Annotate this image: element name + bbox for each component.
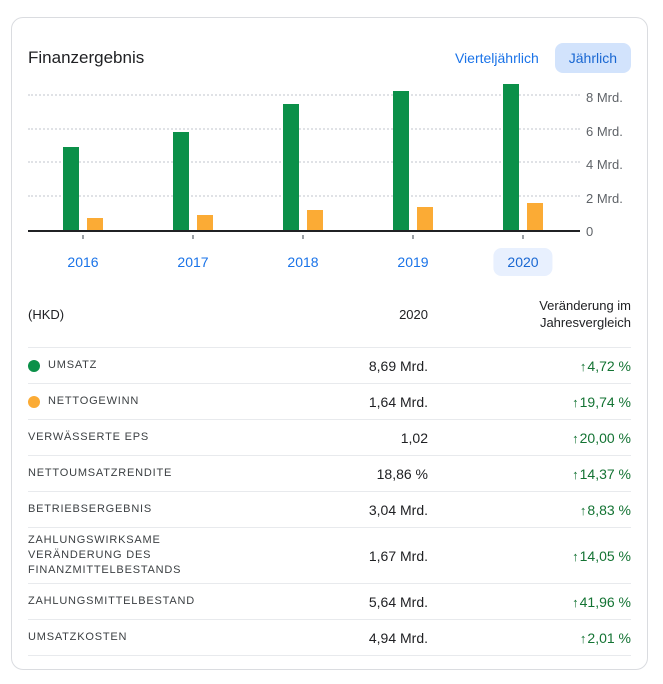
bar-nettogewinn-2020[interactable] xyxy=(527,202,543,230)
table-row: UMSATZ 8,69 Mrd. ↑4,72 % xyxy=(28,347,631,383)
row-change: ↑8,83 % xyxy=(428,502,631,518)
period-toggle: Vierteljährlich Jährlich xyxy=(445,43,631,73)
x-tick xyxy=(192,235,194,239)
change-value: 14,05 % xyxy=(579,547,631,564)
table-header: (HKD) 2020 Veränderung im Jahresvergleic… xyxy=(28,297,631,331)
gridline xyxy=(28,127,580,130)
row-change: ↑41,96 % xyxy=(428,594,631,610)
table-row: NETTOUMSATZRENDITE 18,86 % ↑14,37 % xyxy=(28,455,631,491)
x-tick xyxy=(302,235,304,239)
toggle-annual-button[interactable]: Jährlich xyxy=(554,43,631,73)
row-value: 1,67 Mrd. xyxy=(368,547,428,564)
up-arrow-icon: ↑ xyxy=(572,430,579,446)
bar-nettogewinn-2019[interactable] xyxy=(417,207,433,230)
y-tick-label: 8 Mrd. xyxy=(586,90,623,105)
row-change: ↑14,05 % xyxy=(428,548,631,564)
bar-umsatz-2020[interactable] xyxy=(503,84,519,230)
bar-umsatz-2018[interactable] xyxy=(283,103,299,230)
row-change: ↑2,01 % xyxy=(428,630,631,646)
row-change: ↑4,72 % xyxy=(428,358,631,374)
row-value: 4,94 Mrd. xyxy=(368,629,428,646)
gridline xyxy=(28,194,580,197)
change-value: 19,74 % xyxy=(579,393,631,410)
up-arrow-icon: ↑ xyxy=(572,394,579,410)
change-value: 41,96 % xyxy=(579,593,631,610)
bar-chart: 8 Mrd. 6 Mrd. 4 Mrd. 2 Mrd. 0 xyxy=(28,84,631,239)
change-value: 14,37 % xyxy=(579,465,631,482)
row-change: ↑20,00 % xyxy=(428,430,631,446)
row-label: ZAHLUNGSWIRKSAME VERÄNDERUNG DES FINANZM… xyxy=(28,534,182,576)
table-row: ZAHLUNGSMITTELBESTAND 5,64 Mrd. ↑41,96 % xyxy=(28,583,631,619)
row-label: UMSATZKOSTEN xyxy=(28,631,128,643)
financials-card: Finanzergebnis Vierteljährlich Jährlich … xyxy=(11,17,648,670)
up-arrow-icon: ↑ xyxy=(579,358,587,374)
row-value: 8,69 Mrd. xyxy=(368,357,428,374)
period-header: 2020 xyxy=(399,306,428,322)
up-arrow-icon: ↑ xyxy=(572,594,579,610)
table-row: BETRIEBSERGEBNIS 3,04 Mrd. ↑8,83 % xyxy=(28,491,631,527)
x-tick xyxy=(412,235,414,239)
bar-nettogewinn-2018[interactable] xyxy=(307,209,323,230)
change-value: 4,72 % xyxy=(587,357,631,374)
x-tick xyxy=(522,235,524,239)
year-label-2019[interactable]: 2019 xyxy=(383,248,442,276)
metrics-table: UMSATZ 8,69 Mrd. ↑4,72 % NETTOGEWINN 1,6… xyxy=(28,347,631,656)
row-label: ZAHLUNGSMITTELBESTAND xyxy=(28,595,195,607)
toggle-quarterly-button[interactable]: Vierteljährlich xyxy=(445,43,549,73)
row-label: NETTOGEWINN xyxy=(48,395,140,407)
up-arrow-icon: ↑ xyxy=(579,502,587,518)
table-row: VERWÄSSERTE EPS 1,02 ↑20,00 % xyxy=(28,419,631,455)
y-tick-label: 2 Mrd. xyxy=(586,190,623,206)
change-value: 20,00 % xyxy=(579,429,631,446)
year-label-2017[interactable]: 2017 xyxy=(163,248,222,276)
row-value: 1,02 xyxy=(400,429,428,446)
row-change: ↑14,37 % xyxy=(428,466,631,482)
year-label-2016[interactable]: 2016 xyxy=(53,248,112,276)
gridline xyxy=(28,94,580,96)
currency-header: (HKD) xyxy=(28,306,65,322)
table-row: UMSATZKOSTEN 4,94 Mrd. ↑2,01 % xyxy=(28,619,631,655)
series-dot xyxy=(28,395,40,408)
row-label: NETTOUMSATZRENDITE xyxy=(28,467,173,479)
bar-umsatz-2016[interactable] xyxy=(63,147,79,230)
year-label-2020[interactable]: 2020 xyxy=(493,248,553,276)
series-dot xyxy=(28,359,40,372)
row-change: ↑19,74 % xyxy=(428,394,631,410)
up-arrow-icon: ↑ xyxy=(572,466,579,482)
row-label: UMSATZ xyxy=(48,359,98,371)
bar-umsatz-2017[interactable] xyxy=(173,132,189,230)
plot-area xyxy=(28,84,580,239)
change-value: 8,83 % xyxy=(587,501,631,518)
change-value: 2,01 % xyxy=(587,629,631,646)
change-header: Veränderung im Jahresvergleich xyxy=(539,298,631,330)
table-row: NETTOGEWINN 1,64 Mrd. ↑19,74 % xyxy=(28,383,631,419)
year-label-2018[interactable]: 2018 xyxy=(273,248,332,276)
row-label: BETRIEBSERGEBNIS xyxy=(28,503,153,515)
up-arrow-icon: ↑ xyxy=(579,630,587,646)
row-label: VERWÄSSERTE EPS xyxy=(28,431,150,443)
bar-nettogewinn-2016[interactable] xyxy=(87,218,103,230)
row-value: 1,64 Mrd. xyxy=(368,393,428,410)
bar-nettogewinn-2017[interactable] xyxy=(197,214,213,230)
card-header: Finanzergebnis Vierteljährlich Jährlich xyxy=(28,43,631,73)
bar-umsatz-2019[interactable] xyxy=(393,90,409,230)
y-tick-label: 6 Mrd. xyxy=(586,123,623,139)
table-row: ZAHLUNGSWIRKSAME VERÄNDERUNG DES FINANZM… xyxy=(28,527,631,583)
y-tick-label: 4 Mrd. xyxy=(586,157,623,172)
x-tick xyxy=(82,235,84,239)
row-value: 5,64 Mrd. xyxy=(368,593,428,610)
gridline xyxy=(28,161,580,163)
row-value: 3,04 Mrd. xyxy=(368,501,428,518)
card-title: Finanzergebnis xyxy=(28,48,145,67)
y-tick-label: 0 xyxy=(586,224,594,239)
x-axis-year-labels: 2016 2017 2018 2019 2020 xyxy=(28,248,631,279)
up-arrow-icon: ↑ xyxy=(572,548,579,564)
row-value: 18,86 % xyxy=(376,465,428,482)
